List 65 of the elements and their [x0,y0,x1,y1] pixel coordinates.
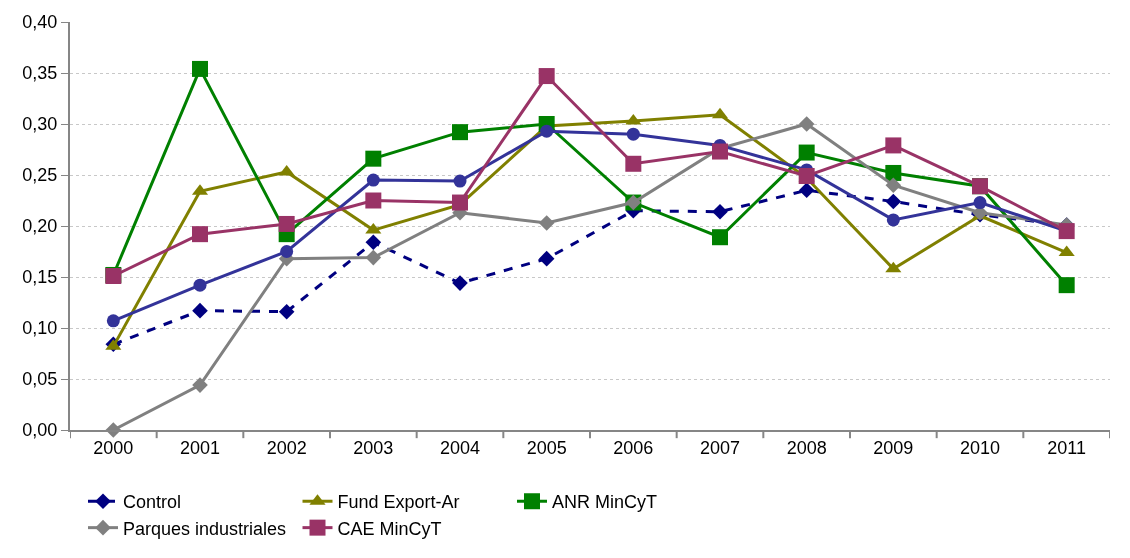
y-tick-label: 0,15 [22,267,58,288]
point [365,150,382,167]
point [365,234,382,251]
point [885,261,902,273]
x-tick-label: 2000 [93,437,134,458]
point [885,137,902,154]
x-tick-label: 2011 [1047,437,1087,458]
legend-label: CAE MinCyT [337,518,442,539]
x-tick-label: 2002 [266,437,307,458]
y-tick-label: 0,00 [22,420,58,441]
point [192,226,208,243]
point [280,245,294,258]
x-tick-label: 2004 [439,437,481,458]
y-tick-label: 0,35 [22,63,58,84]
point [192,60,208,77]
point [885,177,902,193]
point [193,278,207,292]
point [192,302,208,319]
point [278,215,295,232]
point [538,68,555,85]
point [885,193,902,210]
point [712,203,728,220]
point [625,113,642,125]
point [798,182,815,199]
y-tick-label: 0,30 [22,114,58,135]
x-tick-label: 2003 [353,437,394,458]
legend-label: Parques industriales [123,518,287,539]
point [452,124,468,141]
point [798,144,815,161]
point [1058,245,1075,257]
point [366,173,380,187]
point [278,303,295,320]
point [626,127,640,141]
point [886,213,900,227]
point [798,116,815,132]
x-tick-label: 2005 [526,437,567,458]
point [625,155,642,172]
y-tick-label: 0,25 [22,165,58,186]
legend-label: Fund Export-Ar [337,492,460,513]
point [453,174,467,188]
x-tick-label: 2001 [179,437,221,458]
point [192,377,208,393]
y-tick-label: 0,10 [22,318,58,339]
point [106,314,120,328]
point [365,249,382,266]
y-tick-label: 0,40 [22,12,58,33]
point [538,250,555,267]
y-tick-label: 0,05 [22,369,58,390]
legend-label: ANR MinCyT [552,492,658,513]
point [540,124,554,138]
x-tick-label: 2009 [873,437,914,458]
x-tick-label: 2006 [613,437,654,458]
point [1058,277,1075,294]
point [538,215,555,231]
point [712,229,728,246]
point [278,164,295,176]
x-tick-label: 2007 [699,437,741,458]
point [452,275,468,291]
point [885,164,902,181]
point [973,196,987,210]
y-tick-label: 0,20 [22,216,58,237]
legend-label: Control [123,492,182,513]
x-tick-label: 2010 [959,437,1001,458]
point [365,192,382,209]
x-tick-label: 2008 [786,437,827,458]
